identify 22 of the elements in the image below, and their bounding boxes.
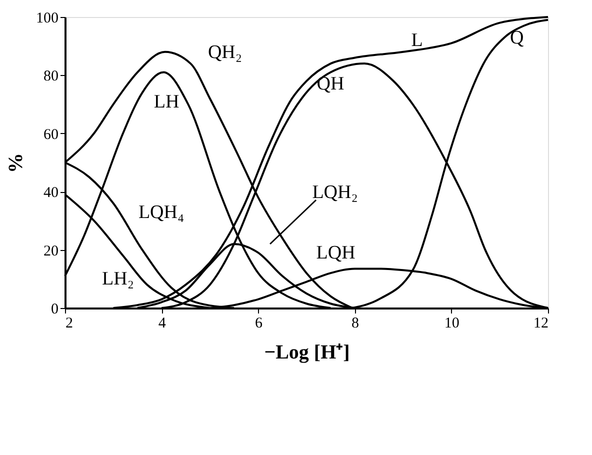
- series-label: QH₂: [208, 42, 242, 63]
- y-axis-title: %: [5, 153, 27, 173]
- x-tick-label: 8: [352, 316, 360, 332]
- y-tick-label: 60: [44, 126, 58, 143]
- x-tick-label: 12: [534, 316, 548, 332]
- x-tick-label: 10: [444, 316, 460, 332]
- y-tick-label: 0: [51, 302, 58, 318]
- x-axis-title: −Log [H⁺]: [264, 342, 350, 364]
- series-label: LQH: [316, 242, 356, 264]
- series-label: LQH₄: [138, 202, 184, 224]
- y-tick-label: 40: [44, 185, 58, 202]
- y-tick-label: 80: [44, 68, 58, 85]
- series-label: L: [411, 30, 423, 51]
- x-tick-label: 2: [66, 316, 73, 332]
- text: LQH₂: [312, 182, 358, 203]
- y-tick-label: 100: [36, 10, 58, 26]
- x-tick-label: 6: [254, 316, 263, 332]
- x-tick-label: 4: [158, 316, 166, 332]
- series-label: LH₂: [102, 268, 134, 290]
- y-tick-label: 20: [44, 243, 58, 260]
- series-label: LH: [154, 91, 180, 112]
- series-label: Q: [510, 28, 524, 49]
